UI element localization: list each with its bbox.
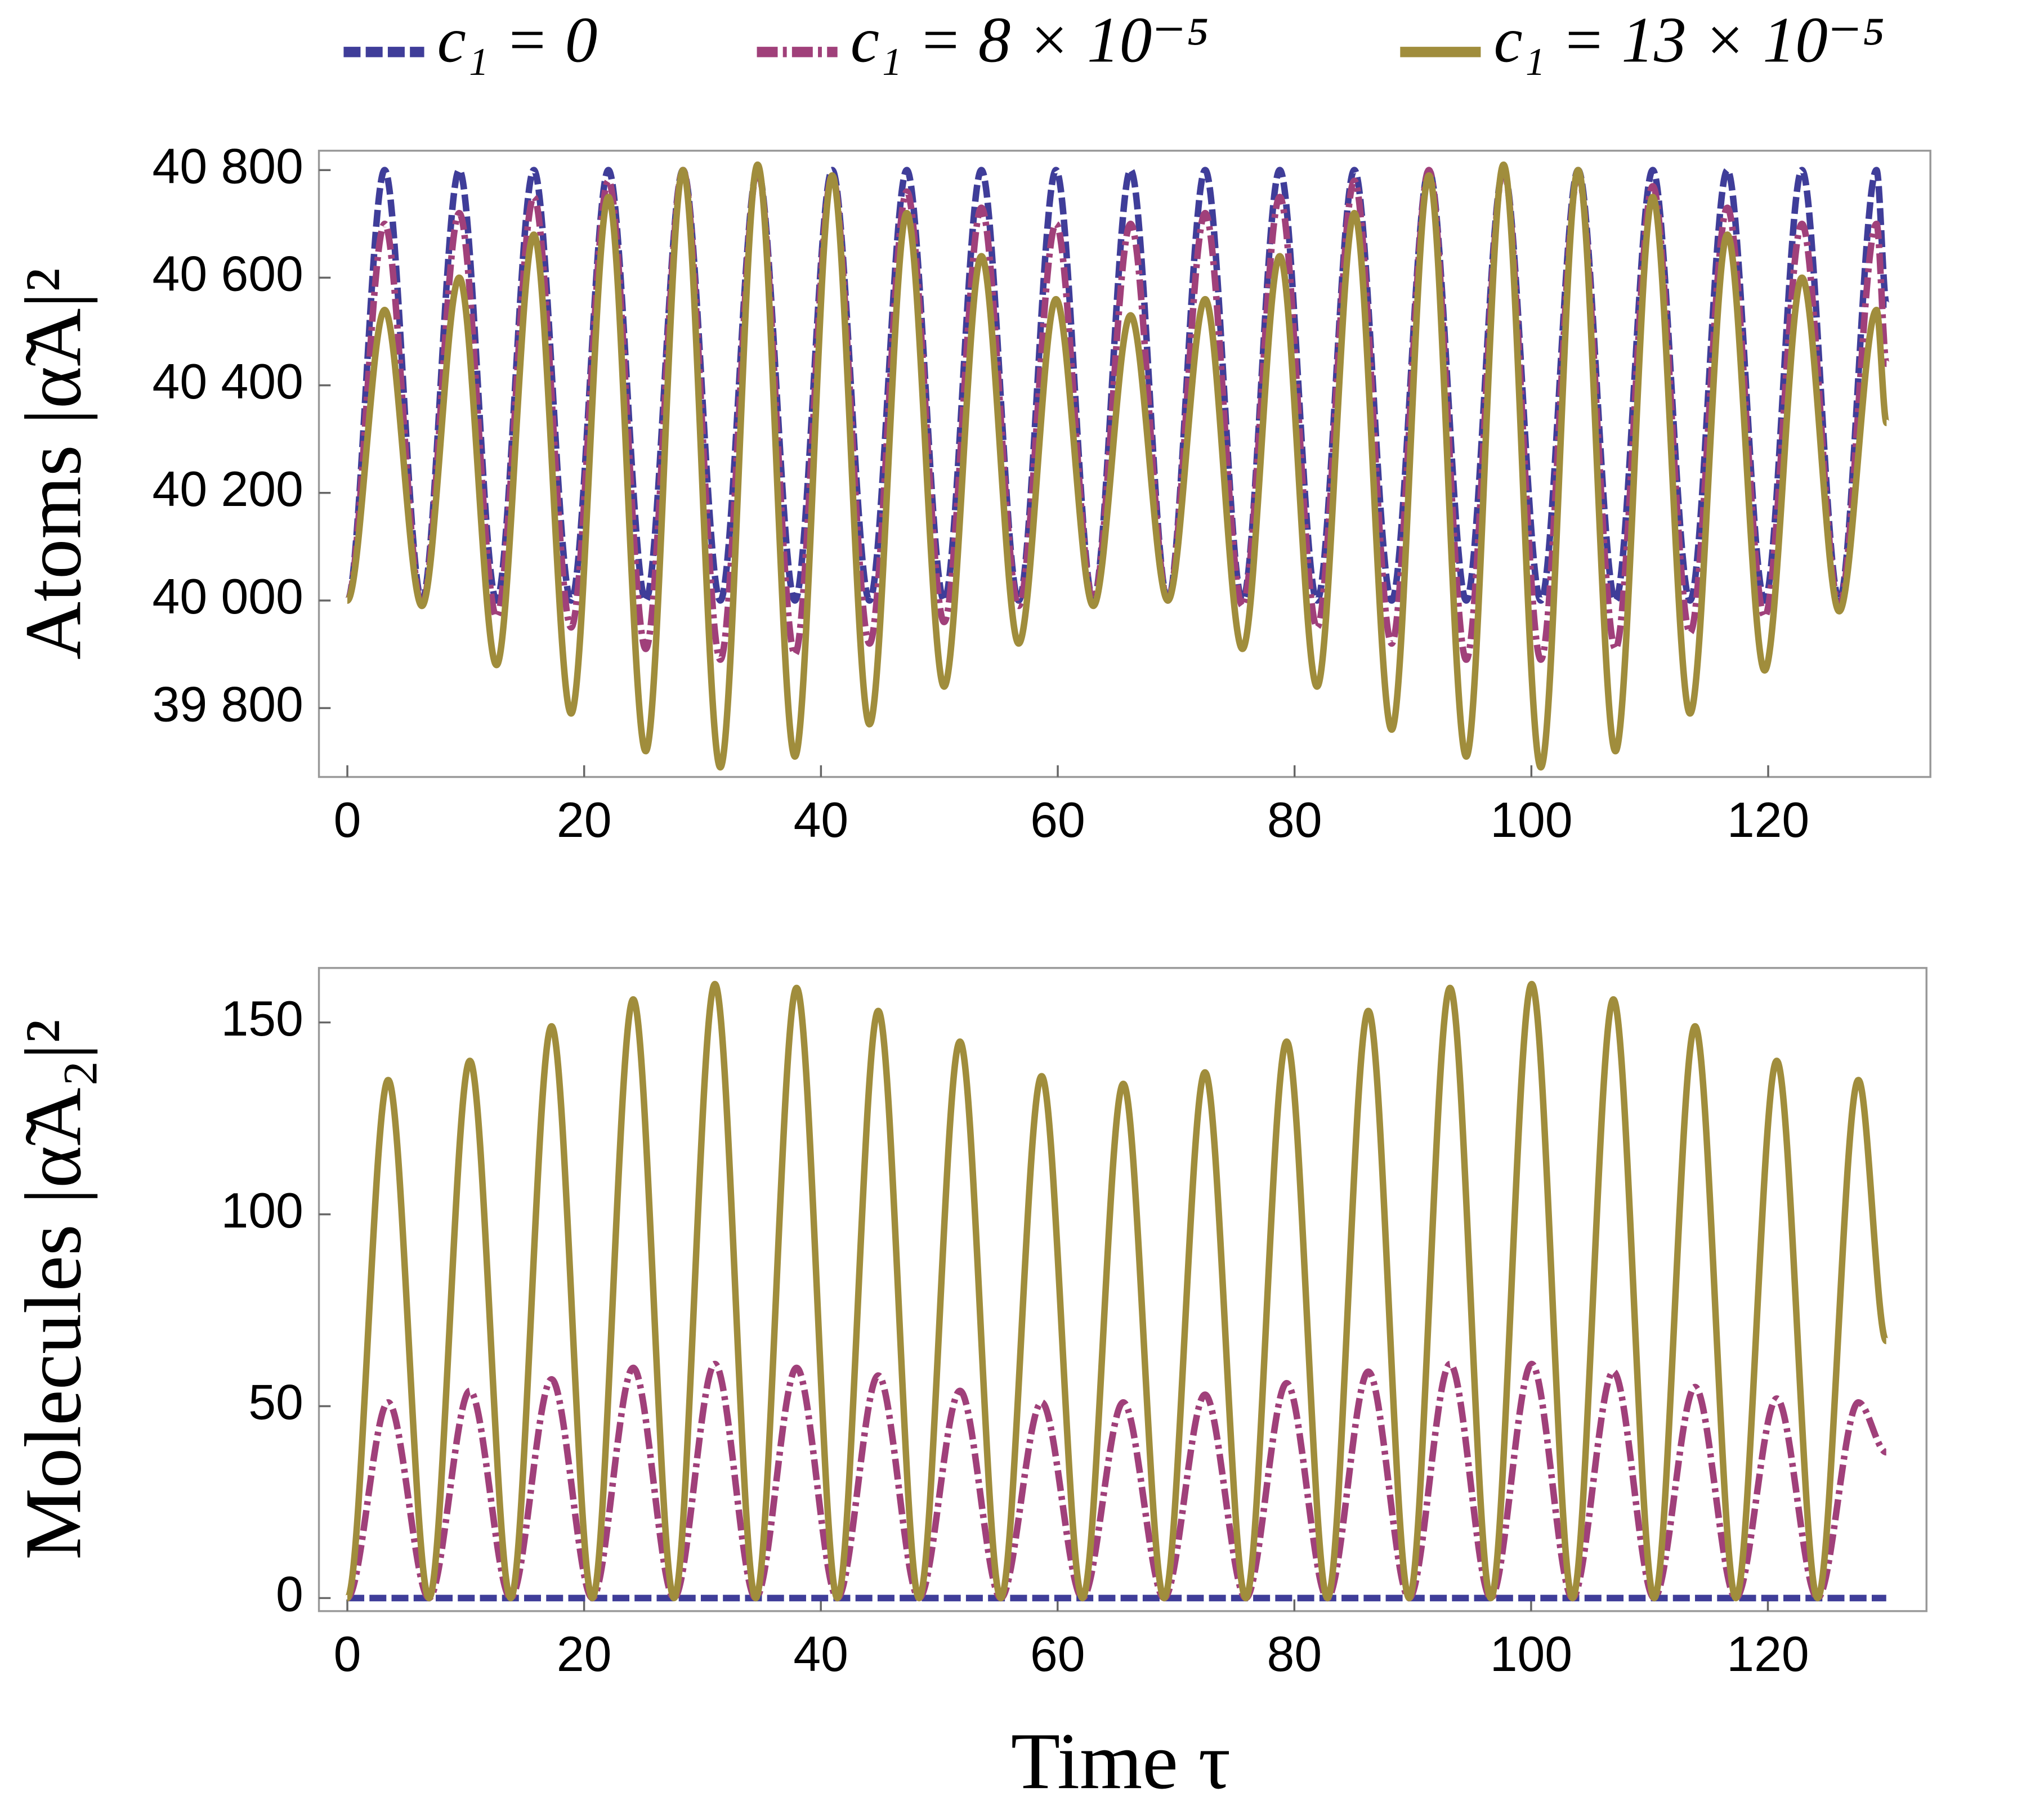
legend-label: c₁ = 8 × 10⁻⁵ bbox=[851, 4, 1209, 76]
x-tick-label: 60 bbox=[1030, 1627, 1085, 1682]
y-tick-label: 50 bbox=[248, 1375, 303, 1430]
x-tick-label: 100 bbox=[1490, 792, 1572, 848]
x-tick-label: 80 bbox=[1267, 792, 1322, 848]
y-axis-title: Atoms |α̃A|² bbox=[8, 268, 97, 660]
x-tick-label: 0 bbox=[334, 792, 361, 848]
x-tick-label: 20 bbox=[557, 1627, 612, 1682]
y-tick-label: 0 bbox=[276, 1567, 303, 1622]
y-tick-label: 40 000 bbox=[153, 569, 303, 624]
plot-frame bbox=[317, 150, 1931, 778]
legend-label: c₁ = 13 × 10⁻⁵ bbox=[1494, 4, 1885, 76]
x-axis-title: Time τ bbox=[1011, 1716, 1231, 1805]
y-tick-label: 40 600 bbox=[153, 247, 303, 302]
plot-area bbox=[344, 980, 1890, 1602]
y-tick-label: 40 200 bbox=[153, 462, 303, 517]
x-tick-label: 60 bbox=[1030, 792, 1085, 848]
plot-frame bbox=[317, 967, 1927, 1612]
x-tick-label: 40 bbox=[793, 1627, 848, 1682]
x-tick-label: 120 bbox=[1727, 792, 1809, 848]
y-tick-label: 150 bbox=[221, 991, 303, 1046]
x-tick-label: 100 bbox=[1490, 1627, 1572, 1682]
x-tick-label: 80 bbox=[1267, 1627, 1322, 1682]
x-tick-label: 120 bbox=[1727, 1627, 1809, 1682]
series-line bbox=[345, 1360, 1888, 1602]
x-tick-label: 40 bbox=[794, 792, 849, 848]
series-line bbox=[344, 980, 1890, 1602]
series-line bbox=[344, 161, 1890, 771]
y-tick-label: 40 800 bbox=[153, 138, 303, 194]
y-tick-label: 39 800 bbox=[153, 676, 303, 732]
y-tick-label: 100 bbox=[221, 1183, 303, 1238]
legend-label: c₁ = 0 bbox=[437, 4, 598, 76]
y-axis-title: Molecules |α̃A₂|² bbox=[8, 1019, 97, 1560]
plot-area bbox=[344, 161, 1890, 771]
x-tick-label: 0 bbox=[334, 1627, 361, 1682]
x-tick-label: 20 bbox=[557, 792, 612, 848]
y-tick-label: 40 400 bbox=[153, 354, 303, 409]
